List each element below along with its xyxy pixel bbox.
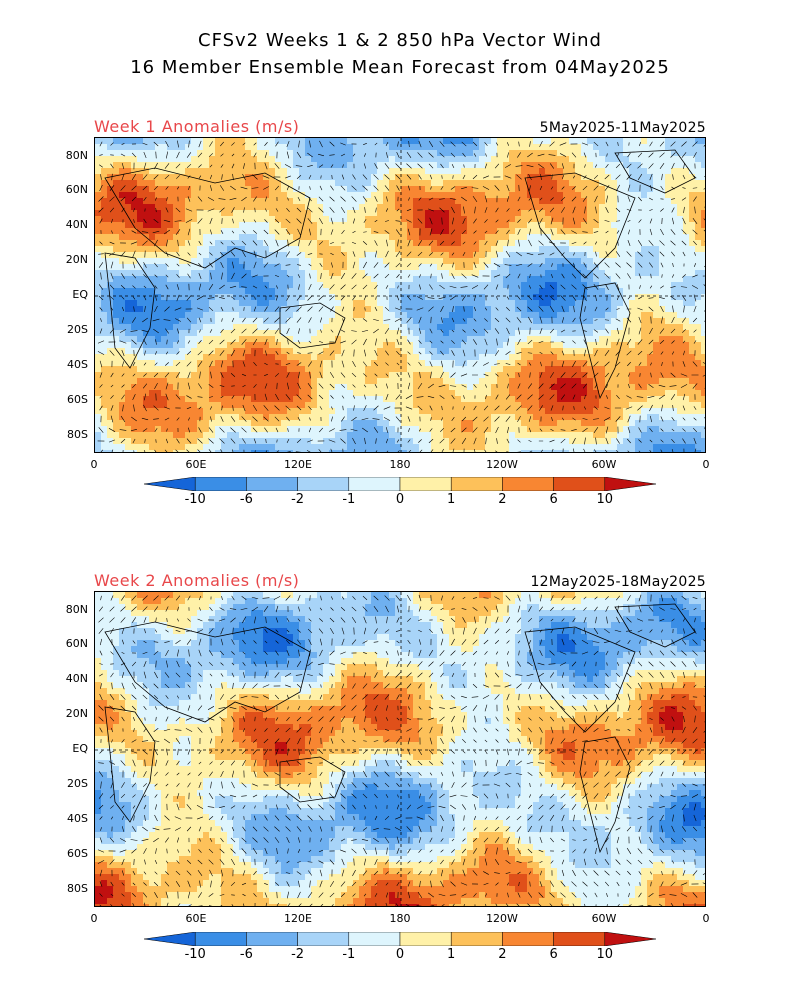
lon-tick-label: 0	[90, 912, 98, 925]
colorbar-tick-label: -6	[239, 947, 253, 962]
colorbar-tick-label: 0	[395, 492, 405, 507]
colorbar-swatch	[348, 931, 401, 947]
lat-tick-label: 40S	[67, 358, 88, 371]
colorbar-swatch	[450, 476, 503, 492]
lon-tick-label: 180	[389, 912, 411, 925]
lon-tick-label: 60E	[185, 912, 207, 925]
chart-title: CFSv2 Weeks 1 & 2 850 hPa Vector Wind	[198, 30, 602, 51]
lat-tick-label: 40N	[65, 218, 88, 231]
colorbar-swatch	[604, 931, 657, 947]
lat-tick-label: 20S	[67, 777, 88, 790]
panel1-colorbar	[143, 476, 657, 492]
colorbar-tick-label: 10	[596, 947, 614, 962]
colorbar-tick-label: -1	[342, 492, 356, 507]
colorbar-tick-label: -6	[239, 492, 253, 507]
lat-tick-label: 80N	[65, 603, 88, 616]
lon-tick-label: 120W	[486, 912, 518, 925]
colorbar-swatch	[399, 931, 452, 947]
lat-tick-label: EQ	[72, 288, 88, 301]
colorbar-swatch	[348, 476, 401, 492]
colorbar-swatch	[553, 476, 606, 492]
lat-tick-label: 80S	[67, 428, 88, 441]
week1-anomaly-map	[94, 137, 706, 453]
lat-tick-label: 20S	[67, 323, 88, 336]
colorbar-swatch	[502, 476, 554, 492]
lon-tick-label: 180	[389, 458, 411, 471]
lon-tick-label: 120E	[284, 912, 312, 925]
lon-tick-label: 120E	[284, 458, 312, 471]
colorbar-tick-label: -10	[184, 492, 206, 507]
colorbar-tick-label: -2	[291, 492, 305, 507]
lon-tick-label: 0	[702, 912, 710, 925]
colorbar-swatch	[143, 931, 196, 947]
colorbar-tick-label: -1	[342, 947, 356, 962]
colorbar-swatch	[246, 931, 298, 947]
colorbar-swatch	[297, 931, 350, 947]
colorbar-swatch	[194, 931, 247, 947]
colorbar-swatch	[553, 931, 606, 947]
colorbar-tick-label: 1	[447, 492, 456, 507]
lat-tick-label: 80S	[67, 882, 88, 895]
lat-tick-label: EQ	[72, 742, 88, 755]
lon-tick-label: 60E	[185, 458, 207, 471]
lon-tick-label: 0	[90, 458, 98, 471]
panel1-title: Week 1 Anomalies (m/s)	[94, 117, 300, 136]
colorbar-tick-label: 1	[447, 947, 456, 962]
colorbar-swatch	[143, 476, 196, 492]
lat-tick-label: 40N	[65, 672, 88, 685]
colorbar-swatch	[502, 931, 554, 947]
colorbar-tick-label: 6	[549, 947, 558, 962]
colorbar-tick-label: -2	[291, 947, 305, 962]
colorbar-swatch	[399, 476, 452, 492]
lat-tick-label: 60S	[67, 393, 88, 406]
panel2-colorbar	[143, 931, 657, 947]
lat-tick-label: 20N	[65, 707, 88, 720]
colorbar-swatch	[297, 476, 350, 492]
colorbar-tick-label: 0	[395, 947, 405, 962]
lon-tick-label: 60W	[591, 912, 617, 925]
colorbar-swatch	[604, 476, 657, 492]
lat-tick-label: 60S	[67, 847, 88, 860]
lat-tick-label: 20N	[65, 253, 88, 266]
lon-tick-label: 120W	[486, 458, 518, 471]
lat-tick-label: 40S	[67, 812, 88, 825]
panel1-dates: 5May2025-11May2025	[539, 120, 706, 136]
panel2-title: Week 2 Anomalies (m/s)	[94, 571, 300, 590]
colorbar-tick-label: -10	[184, 947, 206, 962]
lon-tick-label: 0	[702, 458, 710, 471]
colorbar-swatch	[450, 931, 503, 947]
chart-subtitle: 16 Member Ensemble Mean Forecast from 04…	[130, 57, 670, 78]
lat-tick-label: 60N	[65, 637, 88, 650]
lat-tick-label: 60N	[65, 183, 88, 196]
colorbar-swatch	[246, 476, 298, 492]
colorbar-tick-label: 6	[549, 492, 558, 507]
colorbar-swatch	[194, 476, 247, 492]
colorbar-tick-label: 10	[596, 492, 614, 507]
lon-tick-label: 60W	[591, 458, 617, 471]
week2-anomaly-map	[94, 591, 706, 907]
colorbar-tick-label: 2	[498, 492, 507, 507]
colorbar-tick-label: 2	[498, 947, 507, 962]
panel2-dates: 12May2025-18May2025	[530, 574, 706, 590]
lat-tick-label: 80N	[65, 149, 88, 162]
